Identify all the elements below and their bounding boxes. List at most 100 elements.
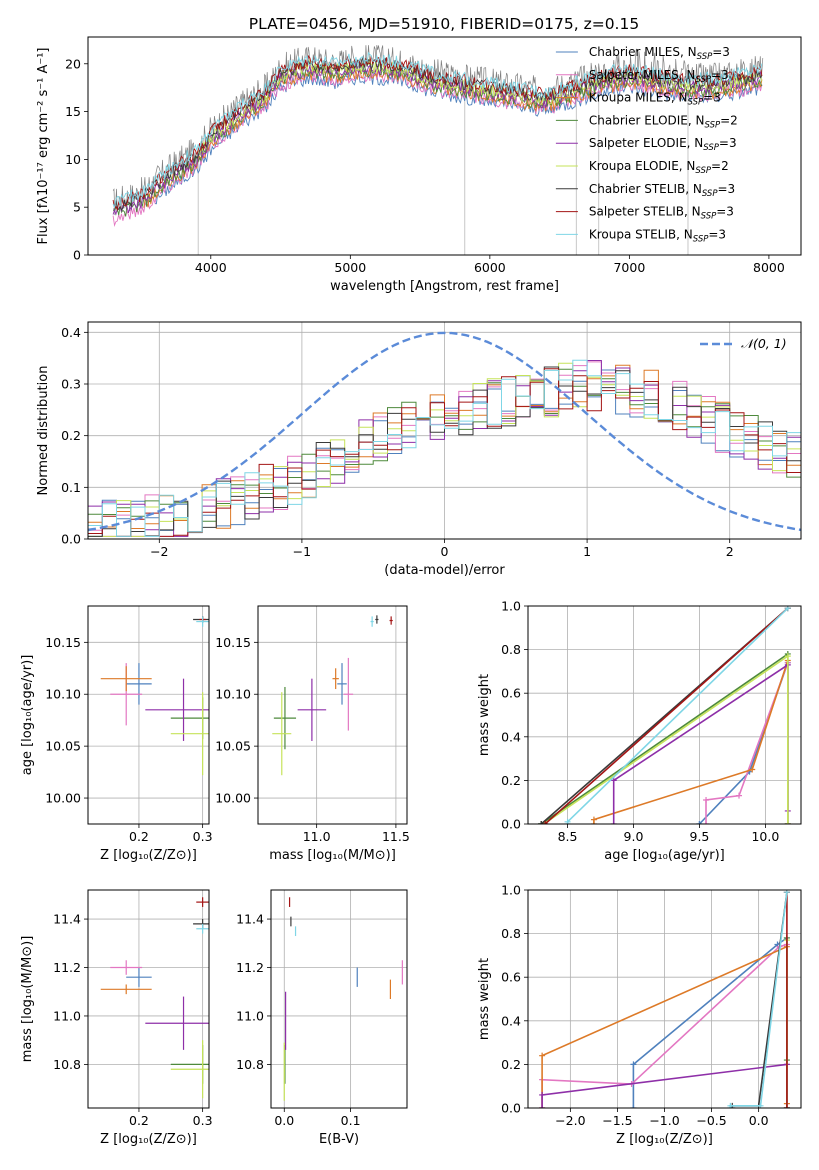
legend-sub-0: SSP xyxy=(697,52,713,62)
legend-tail-1: =3 xyxy=(711,68,729,82)
residuals-ytick-label-3: 0.3 xyxy=(61,377,81,392)
legend-sub-5: SSP xyxy=(695,166,711,176)
Z-cumulative-xtick-label-4: 0.0 xyxy=(749,1113,769,1128)
Z-cumulative-series-salpeter-elodie-marker-1 xyxy=(539,1091,546,1098)
mass-vs-Z-ytick-label-3: 11.4 xyxy=(53,912,81,927)
mass-vs-ebv-frame xyxy=(270,889,408,1109)
age-vs-Z-ylabel: age [log₁₀(age/yr)] xyxy=(20,655,35,776)
mass-vs-Z-point-kroupa-miles xyxy=(100,984,152,995)
age-vs-mass-point-kroupa-stelib xyxy=(370,616,374,627)
Z-cumulative-ylabel: mass weight xyxy=(477,958,492,1040)
Z-cumulative-ytick-label-4: 0.8 xyxy=(501,926,521,941)
spectrum-model-line-salpeter-elodie xyxy=(112,62,763,216)
age-vs-Z-xtick-label-1: 0.3 xyxy=(193,829,213,844)
legend-entry-5: Kroupa ELODIE, NSSP=2 xyxy=(589,159,729,176)
age-vs-Z-panel: 0.2 0.3 10.00 10.05 10.10 10.15 Z [log₁₀(Z/Z⊙)… xyxy=(20,605,213,863)
mass-vs-ebv-panel: 0.0 0.1 10.8 11.0 11.2 11.4 E(B-V) xyxy=(236,889,408,1147)
legend-entry-8: Kroupa STELIB, NSSP=3 xyxy=(589,227,726,244)
legend-label-4: Salpeter ELODIE, N xyxy=(589,136,703,150)
age-vs-mass-point-chabrier-stelib xyxy=(375,615,379,624)
age-cumulative-ytick-label-3: 0.6 xyxy=(501,686,521,701)
Z-cumulative-panel: −2.0 −1.5 −1.0 −0.5 0.0 0.0 0.2 0.4 0.6 0.8 1.0 Z [… xyxy=(477,883,802,1147)
Z-cumulative-series-chabrier-miles-marker-0 xyxy=(630,1105,637,1108)
legend-tail-8: =3 xyxy=(708,227,726,241)
age-vs-Z-point-salpeter-elodie xyxy=(145,678,209,741)
age-cumulative-ylabel: mass weight xyxy=(477,674,492,756)
age-vs-mass-panel: 11.0 11.5 10.00 10.05 10.10 10.15 mass [log₁₀(… xyxy=(215,605,410,863)
legend-sub-2: SSP xyxy=(688,98,704,108)
Z-cumulative-xtick-label-3: −0.5 xyxy=(696,1113,726,1128)
mass-vs-Z-ylabel: mass [log₁₀(M/M⊙)] xyxy=(20,936,35,1063)
age-cumulative-xtick-label-0: 8.5 xyxy=(558,829,578,844)
legend-label-6: Chabrier STELIB, N xyxy=(589,182,702,196)
mass-vs-Z-point-kroupa-stelib xyxy=(196,923,209,934)
age-cumulative-series-chabrier-miles-marker-1 xyxy=(696,821,703,824)
legend-label-1: Salpeter MILES, N xyxy=(589,68,696,82)
age-cumulative-series-salpeter-stelib-marker-1 xyxy=(542,821,549,824)
age-cumulative-xtick-label-2: 9.5 xyxy=(690,829,710,844)
age-vs-mass-ytick-label-1: 10.05 xyxy=(215,739,251,754)
age-cumulative-series-kroupa-miles-marker-2 xyxy=(749,766,756,773)
age-cumulative-ytick-label-0: 0.0 xyxy=(501,817,521,832)
Z-cumulative-ytick-label-5: 1.0 xyxy=(501,883,521,898)
age-vs-Z-ytick-label-3: 10.15 xyxy=(45,635,81,650)
legend-entry-3: Chabrier ELODIE, NSSP=2 xyxy=(589,113,738,130)
age-cumulative-series-kroupa-miles-marker-1 xyxy=(590,816,597,823)
Z-cumulative-series-salpeter-elodie-marker-0 xyxy=(539,1105,546,1108)
spectrum-ylabel: Flux [fλ10⁻¹⁷ erg cm⁻² s⁻¹ A⁻¹] xyxy=(36,48,51,245)
legend-tail-2: =3 xyxy=(703,91,721,105)
Z-cumulative-series-chabrier-miles-marker-1 xyxy=(630,1061,637,1068)
Z-cumulative-xtick-label-1: −1.5 xyxy=(602,1113,632,1128)
age-vs-Z-xtick-label-0: 0.2 xyxy=(129,829,149,844)
residuals-plot-area xyxy=(88,331,801,537)
age-cumulative-series-kroupa-elodie-marker-2 xyxy=(784,653,791,660)
legend-tail-6: =3 xyxy=(717,182,735,196)
age-cumulative-series-salpeter-miles-marker-0 xyxy=(703,821,710,824)
age-cumulative-xtick-label-1: 9.0 xyxy=(624,829,644,844)
age-vs-mass-point-salpeter-elodie xyxy=(297,678,327,741)
residuals-xtick-label-3: 1 xyxy=(583,544,591,559)
age-cumulative-panel: 8.5 9.0 9.5 10.0 0.0 0.2 0.4 0.6 0.8 1.0 age [log₁… xyxy=(477,599,802,863)
spectrum-xlabel: wavelength [Angstrom, rest frame] xyxy=(330,279,559,294)
gaussian-legend-label: 𝒩(0, 1) xyxy=(741,336,787,351)
spectrum-ytick-label-2: 10 xyxy=(65,152,81,167)
legend-entry-0: Chabrier MILES, NSSP=3 xyxy=(589,45,730,62)
legend-entry-4: Salpeter ELODIE, NSSP=3 xyxy=(589,136,737,153)
legend-tail-7: =3 xyxy=(716,205,734,219)
residual-hist-salpeter-stelib xyxy=(88,368,801,537)
residuals-panel: −2 −1 0 1 2 0.0 0.1 0.2 0.3 0.4 (data-model)/error… xyxy=(36,321,802,578)
Z-cumulative-series-kroupa-miles-marker-1 xyxy=(539,1052,546,1059)
legend-label-3: Chabrier ELODIE, N xyxy=(589,113,705,127)
age-vs-mass-ytick-label-2: 10.10 xyxy=(215,687,251,702)
figure-title: PLATE=0456, MJD=51910, FIBERID=0175, z=0… xyxy=(249,15,639,33)
residuals-xtick-label-0: −2 xyxy=(150,544,168,559)
age-vs-mass-ytick-label-3: 10.15 xyxy=(215,635,251,650)
spectrum-xtick-label-3: 7000 xyxy=(613,260,645,275)
spectrum-ytick-label-3: 15 xyxy=(65,104,81,119)
spectrum-model-line-salpeter-stelib xyxy=(112,54,763,212)
legend-label-7: Salpeter STELIB, N xyxy=(589,205,701,219)
age-vs-mass-xtick-label-0: 11.0 xyxy=(303,829,331,844)
spectrum-model-line-chabrier-elodie xyxy=(113,63,763,217)
residuals-ytick-label-2: 0.2 xyxy=(61,428,81,443)
age-vs-mass-point-salpeter-miles xyxy=(343,657,354,731)
age-vs-Z-point-kroupa-miles xyxy=(100,666,152,692)
residuals-xtick-label-1: −1 xyxy=(293,544,311,559)
age-vs-mass-xlabel: mass [log₁₀(M/M⊙)] xyxy=(269,848,396,863)
mass-vs-Z-xlabel: Z [log₁₀(Z/Z⊙)] xyxy=(100,1132,197,1147)
mass-vs-Z-ytick-label-1: 11.0 xyxy=(53,1008,81,1023)
legend-sub-4: SSP xyxy=(703,143,719,153)
legend-entry-1: Salpeter MILES, NSSP=3 xyxy=(589,68,729,85)
age-cumulative-series-salpeter-stelib xyxy=(544,607,789,824)
age-vs-mass-ytick-label-0: 10.00 xyxy=(215,791,251,806)
residuals-xtick-label-4: 2 xyxy=(726,544,734,559)
residuals-ytick-label-4: 0.4 xyxy=(61,325,81,340)
mass-vs-ebv-ytick-label-0: 10.8 xyxy=(236,1057,264,1072)
spectrum-ytick-label-0: 0 xyxy=(73,248,81,263)
mass-vs-ebv-xtick-label-0: 0.0 xyxy=(274,1113,294,1128)
residuals-ytick-label-0: 0.0 xyxy=(61,532,81,547)
spectrum-xtick-label-0: 4000 xyxy=(195,260,227,275)
age-cumulative-xlabel: age [log₁₀(age/yr)] xyxy=(604,848,725,863)
age-vs-Z-point-chabrier-miles xyxy=(126,663,152,705)
legend-label-5: Kroupa ELODIE, N xyxy=(589,159,696,173)
